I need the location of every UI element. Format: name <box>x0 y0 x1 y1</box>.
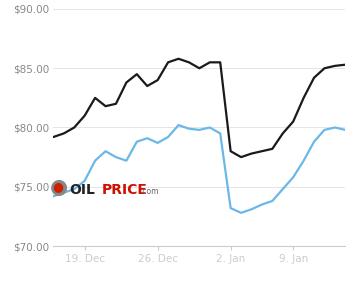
Text: .com: .com <box>141 187 159 196</box>
Text: ●: ● <box>52 181 63 194</box>
Text: PRICE: PRICE <box>101 182 147 197</box>
Text: OIL: OIL <box>69 182 95 197</box>
Text: ●: ● <box>49 176 68 196</box>
